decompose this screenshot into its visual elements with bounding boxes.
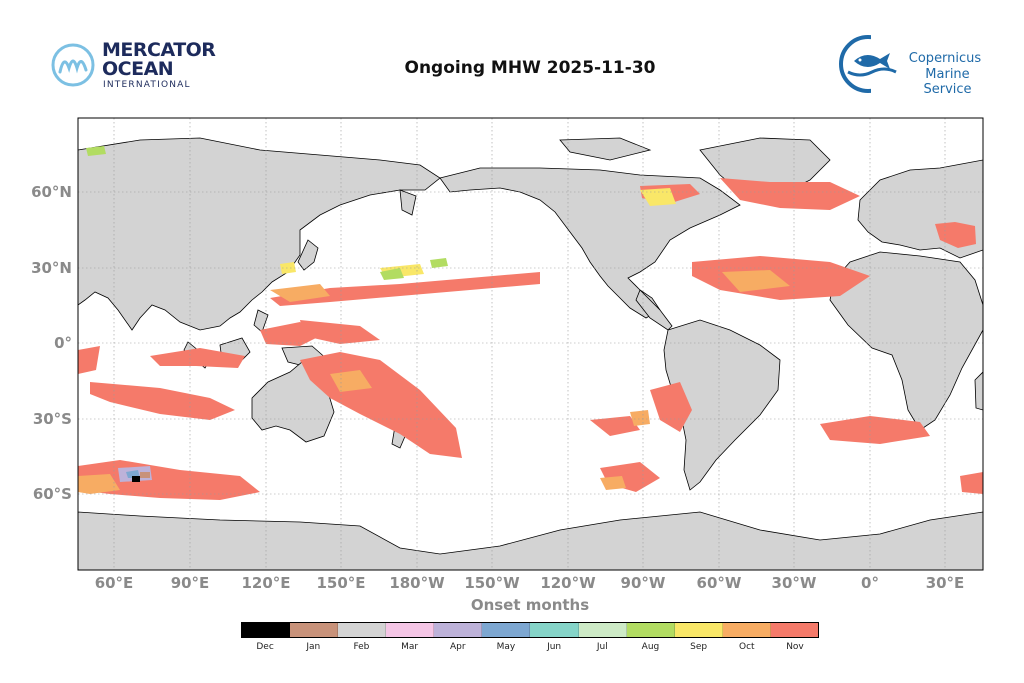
copernicus-marine-logo: Copernicus Marine Service — [838, 34, 998, 97]
logo-right-line2: Marine Service — [923, 67, 972, 97]
colorbar-label: Feb — [353, 642, 370, 652]
colorbar-segment-nov — [770, 623, 818, 637]
land-africa — [829, 251, 983, 431]
logo-left-line1: MERCATOR — [102, 39, 216, 61]
mercator-ocean-logo: MERCATOR OCEAN INTERNATIONAL — [50, 40, 220, 90]
logo-left-line2: OCEAN — [102, 58, 174, 80]
land — [78, 137, 983, 570]
lat-label: 60°N — [31, 183, 72, 201]
lon-label: 60°W — [697, 574, 742, 592]
colorbar-label: Apr — [449, 642, 466, 652]
colorbar-segment-jul — [578, 623, 627, 637]
colorbar — [241, 622, 819, 638]
colorbar-label: Sep — [690, 642, 708, 652]
lon-label: 180°W — [389, 574, 445, 592]
land-asia — [78, 137, 441, 331]
logo-right-line1: Copernicus — [908, 51, 982, 66]
x-axis-title: Onset months — [470, 596, 590, 614]
colorbar-labels: Dec Jan Feb Mar Apr May Jun Jul Aug Sep Oct Nov — [241, 642, 819, 652]
lon-label: 90°W — [621, 574, 666, 592]
colorbar-segment-sep — [674, 623, 723, 637]
land-japan — [297, 239, 319, 271]
lat-label: 30°N — [31, 259, 72, 277]
colorbar-label: Jul — [596, 642, 608, 652]
lon-label: 30°E — [926, 574, 965, 592]
lon-label: 150°E — [316, 574, 365, 592]
colorbar-segment-dec — [242, 623, 291, 637]
land-arctic-islands — [559, 137, 652, 161]
mhw-mixed-patches — [118, 466, 152, 482]
colorbar-segment-oct — [722, 623, 771, 637]
colorbar-label: May — [496, 642, 516, 652]
lon-label: 60°E — [95, 574, 134, 592]
page-title: Ongoing MHW 2025-11-30 — [404, 58, 656, 78]
colorbar-segment-apr — [434, 623, 483, 637]
colorbar-segment-may — [482, 623, 531, 637]
copernicus-fish-icon — [839, 34, 898, 94]
colorbar-label: Nov — [786, 642, 804, 652]
lat-label: 60°S — [33, 485, 72, 503]
colorbar-segment-jun — [530, 623, 579, 637]
world-map: 60°N 30°N 0° 30°S 60°S 60°E 90°E 120°E 1… — [31, 117, 984, 592]
colorbar-segment-aug — [626, 623, 675, 637]
lon-label: 120°E — [241, 574, 290, 592]
land-antarctica — [78, 511, 983, 570]
lat-label: 30°S — [33, 410, 72, 428]
lon-label: 90°E — [171, 574, 210, 592]
colorbar-segment-mar — [386, 623, 435, 637]
mhw-aug-patches — [86, 146, 448, 280]
land-madagascar — [974, 371, 983, 411]
colorbar-segment-jan — [290, 623, 339, 637]
colorbar-label: Aug — [641, 642, 660, 652]
land-north-america — [439, 167, 741, 319]
lon-label: 0° — [861, 574, 879, 592]
land-kamchatka — [399, 189, 417, 216]
mhw-oct-patches — [78, 270, 790, 494]
lon-label: 30°W — [772, 574, 817, 592]
gridlines — [78, 118, 983, 570]
colorbar-label: Jan — [306, 642, 321, 652]
lon-label: 150°W — [464, 574, 520, 592]
lat-label: 0° — [54, 334, 72, 352]
logo-left-line3: INTERNATIONAL — [103, 80, 191, 90]
colorbar-label: Oct — [739, 642, 755, 652]
colorbar-label: Dec — [256, 642, 274, 652]
mercator-logo-icon — [51, 43, 95, 87]
colorbar-label: Jun — [547, 642, 562, 652]
lon-label: 120°W — [540, 574, 596, 592]
colorbar-segment-feb — [338, 623, 387, 637]
colorbar-label: Mar — [401, 642, 419, 652]
